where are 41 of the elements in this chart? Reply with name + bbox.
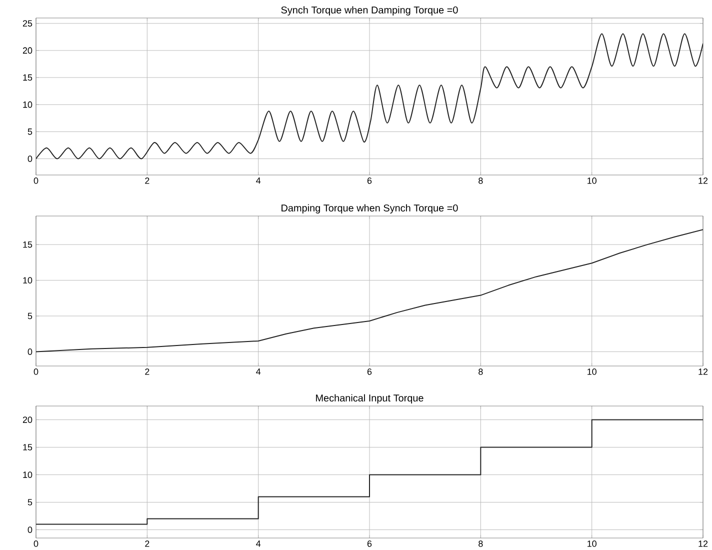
x-tick-label: 2 bbox=[145, 178, 150, 184]
line-series bbox=[36, 33, 704, 160]
y-tick-label: 0 bbox=[28, 348, 32, 355]
y-tick-label: 5 bbox=[28, 312, 32, 320]
x-tick-label: 2 bbox=[145, 368, 150, 375]
x-tick-label: 0 bbox=[34, 540, 38, 547]
y-tick-label: 0 bbox=[28, 526, 32, 533]
x-tick-label: 10 bbox=[588, 540, 596, 547]
y-tick-label: 20 bbox=[22, 416, 32, 423]
x-tick-label: 6 bbox=[367, 368, 372, 375]
x-tick-label: 4 bbox=[256, 368, 261, 375]
y-tick-label: 15 bbox=[23, 74, 32, 81]
y-tick-label: 25 bbox=[22, 20, 32, 27]
x-tick-label: 8 bbox=[478, 178, 483, 184]
y-tick-label: 15 bbox=[23, 241, 32, 248]
x-tick-label: 2 bbox=[145, 540, 150, 547]
y-tick-label: 0 bbox=[28, 156, 32, 162]
y-tick-label: 15 bbox=[23, 444, 32, 450]
y-tick-label: 5 bbox=[28, 499, 32, 506]
x-tick-label: 12 bbox=[698, 368, 708, 375]
x-tick-label: 0 bbox=[34, 368, 38, 375]
x-tick-label: 12 bbox=[698, 540, 708, 547]
x-tick-label: 10 bbox=[588, 178, 596, 184]
chart-title: Synch Torque when Damping Torque =0 bbox=[281, 6, 458, 16]
chart-title: Mechanical Input Torque bbox=[316, 394, 424, 404]
x-tick-label: 10 bbox=[588, 368, 596, 375]
line-series bbox=[36, 229, 704, 352]
y-tick-label: 10 bbox=[23, 277, 32, 284]
x-tick-label: 6 bbox=[367, 178, 372, 184]
y-tick-label: 20 bbox=[22, 47, 32, 54]
x-tick-label: 0 bbox=[34, 178, 38, 184]
x-tick-label: 8 bbox=[478, 540, 483, 547]
x-tick-label: 6 bbox=[367, 540, 372, 547]
x-tick-label: 4 bbox=[256, 540, 261, 547]
x-tick-label: 8 bbox=[478, 368, 483, 375]
x-tick-label: 4 bbox=[256, 178, 261, 184]
y-tick-label: 10 bbox=[23, 101, 32, 108]
y-tick-label: 10 bbox=[23, 472, 32, 478]
x-tick-label: 12 bbox=[698, 178, 708, 184]
chart-title: Damping Torque when Synch Torque =0 bbox=[282, 204, 458, 214]
y-tick-label: 5 bbox=[28, 128, 32, 135]
